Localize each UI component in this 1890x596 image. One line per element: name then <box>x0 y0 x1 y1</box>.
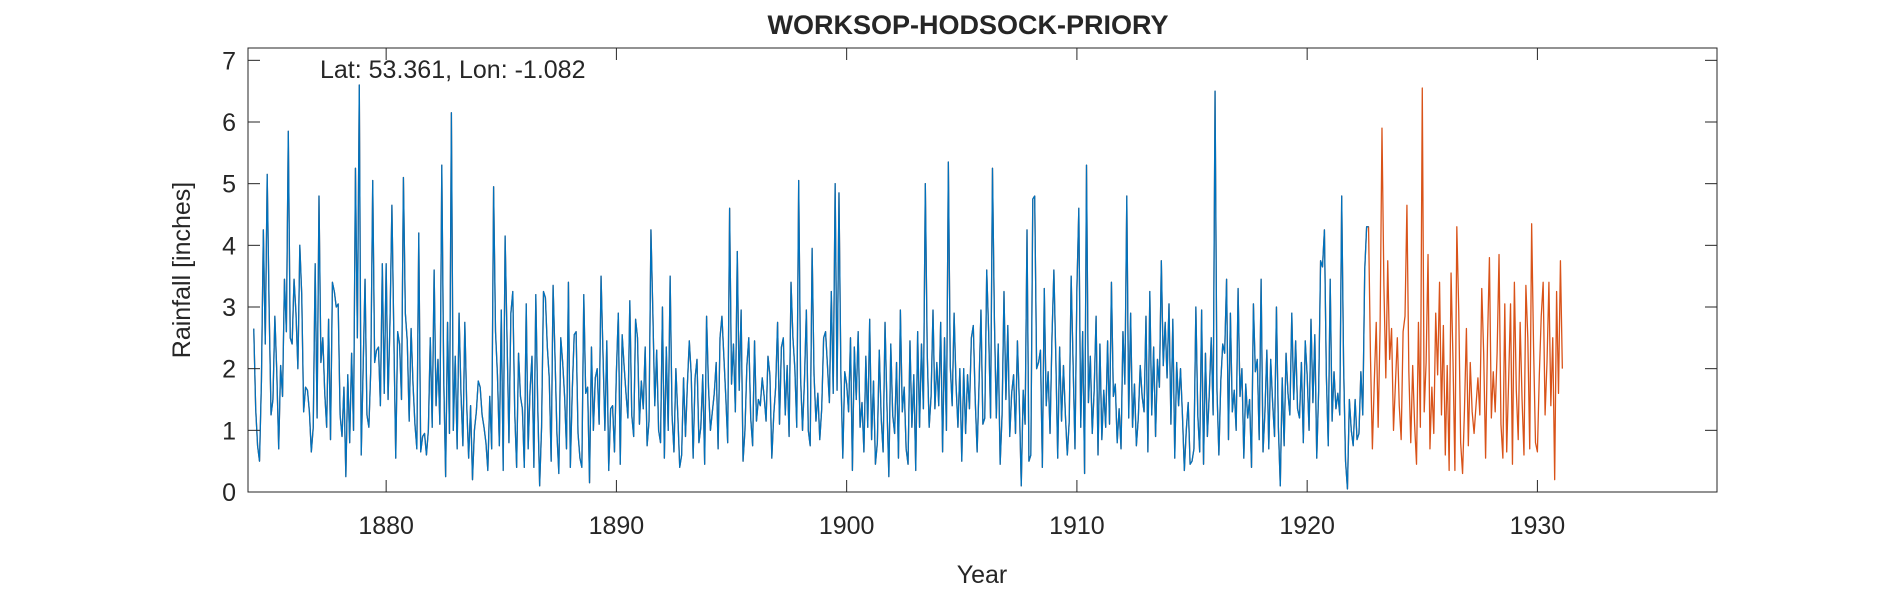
ticks-layer: 1880 1890 1900 1910 1920 1930 0 1 2 3 4 5 6 7 <box>222 47 1717 540</box>
x-tick-label: 1880 <box>358 512 414 540</box>
axes-box <box>247 47 1718 493</box>
x-tick-label: 1930 <box>1510 512 1566 540</box>
y-tick-label: 1 <box>222 417 236 445</box>
y-tick-label: 7 <box>222 47 236 75</box>
y-axis-label: Rainfall [inches] <box>168 182 196 358</box>
x-tick-label: 1910 <box>1049 512 1105 540</box>
y-tick-label: 6 <box>222 109 236 137</box>
x-tick-label: 1890 <box>589 512 645 540</box>
y-tick-label: 4 <box>222 232 236 260</box>
x-tick-label: 1900 <box>819 512 875 540</box>
series-line-2 <box>253 84 1369 490</box>
x-axis-label: Year <box>957 561 1008 589</box>
y-tick-label: 5 <box>222 171 236 199</box>
y-tick-label: 3 <box>222 294 236 322</box>
x-tick-label: 1920 <box>1279 512 1335 540</box>
coordinates-annotation: Lat: 53.361, Lon: -1.082 <box>320 56 586 84</box>
y-tick-label: 0 <box>222 479 236 507</box>
series-layer <box>253 84 1563 490</box>
y-tick-label: 2 <box>222 356 236 384</box>
chart-title: WORKSOP-HODSOCK-PRIORY <box>767 10 1168 40</box>
